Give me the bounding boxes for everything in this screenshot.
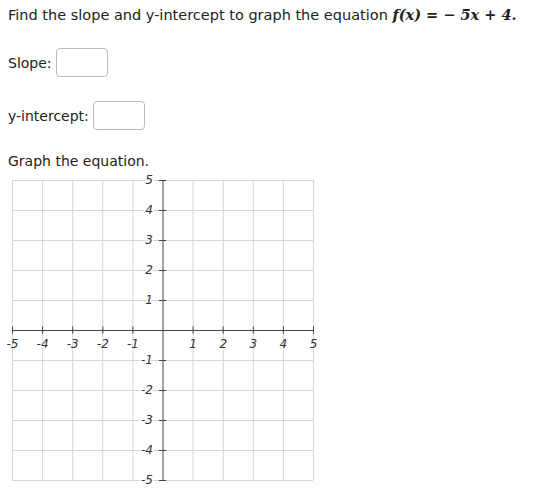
svg-text:5: 5 [145,173,153,187]
html-text:Find the slope and y-intercept: Find the slope and y-intercept to graph … [8,6,517,23]
svg-text:1: 1 [189,337,197,351]
svg-text:-4: -4 [141,443,153,457]
svg-text:-1: -1 [141,353,153,367]
svg-text:3: 3 [145,233,153,247]
html-text:Slope:: Slope: [8,54,52,71]
html-text:Graph the equation.: Graph the equation. [8,153,149,169]
svg-text:3: 3 [249,337,257,351]
svg-text:-5: -5 [7,337,19,351]
svg-text:5: 5 [310,337,318,351]
html-text:y-intercept:: y-intercept: [8,107,89,124]
svg-text:-3: -3 [141,413,153,427]
svg-text:-1: -1 [127,337,139,351]
svg-text:2: 2 [219,337,227,351]
svg-text:4: 4 [280,337,288,351]
svg-text:4: 4 [145,203,153,217]
svg-text:2: 2 [145,263,153,277]
svg-text:-2: -2 [97,337,109,351]
svg-text:1: 1 [145,293,153,307]
svg-text:-5: -5 [141,473,153,487]
svg-text:-3: -3 [67,337,79,351]
svg-text:-2: -2 [141,383,153,397]
svg-text:-4: -4 [37,337,49,351]
